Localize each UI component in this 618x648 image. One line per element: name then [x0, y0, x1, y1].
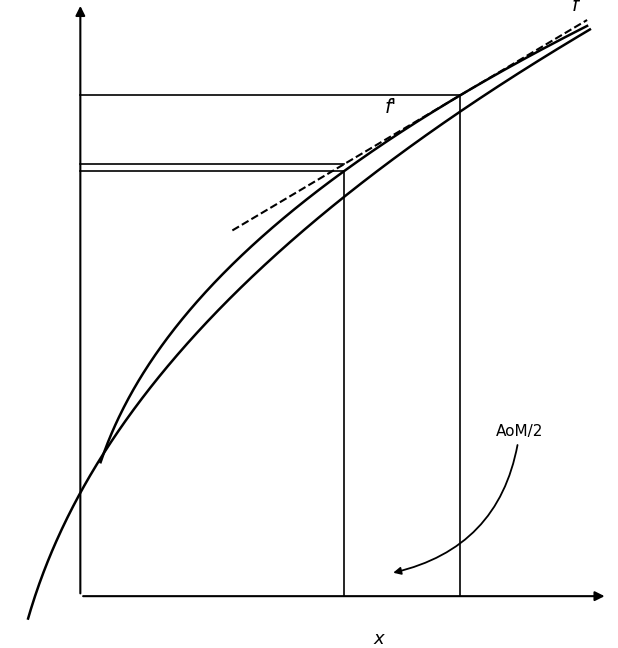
Text: x: x: [373, 631, 384, 648]
Text: AoM/2: AoM/2: [395, 424, 543, 574]
Text: f: f: [572, 0, 579, 14]
Text: f': f': [384, 98, 397, 117]
